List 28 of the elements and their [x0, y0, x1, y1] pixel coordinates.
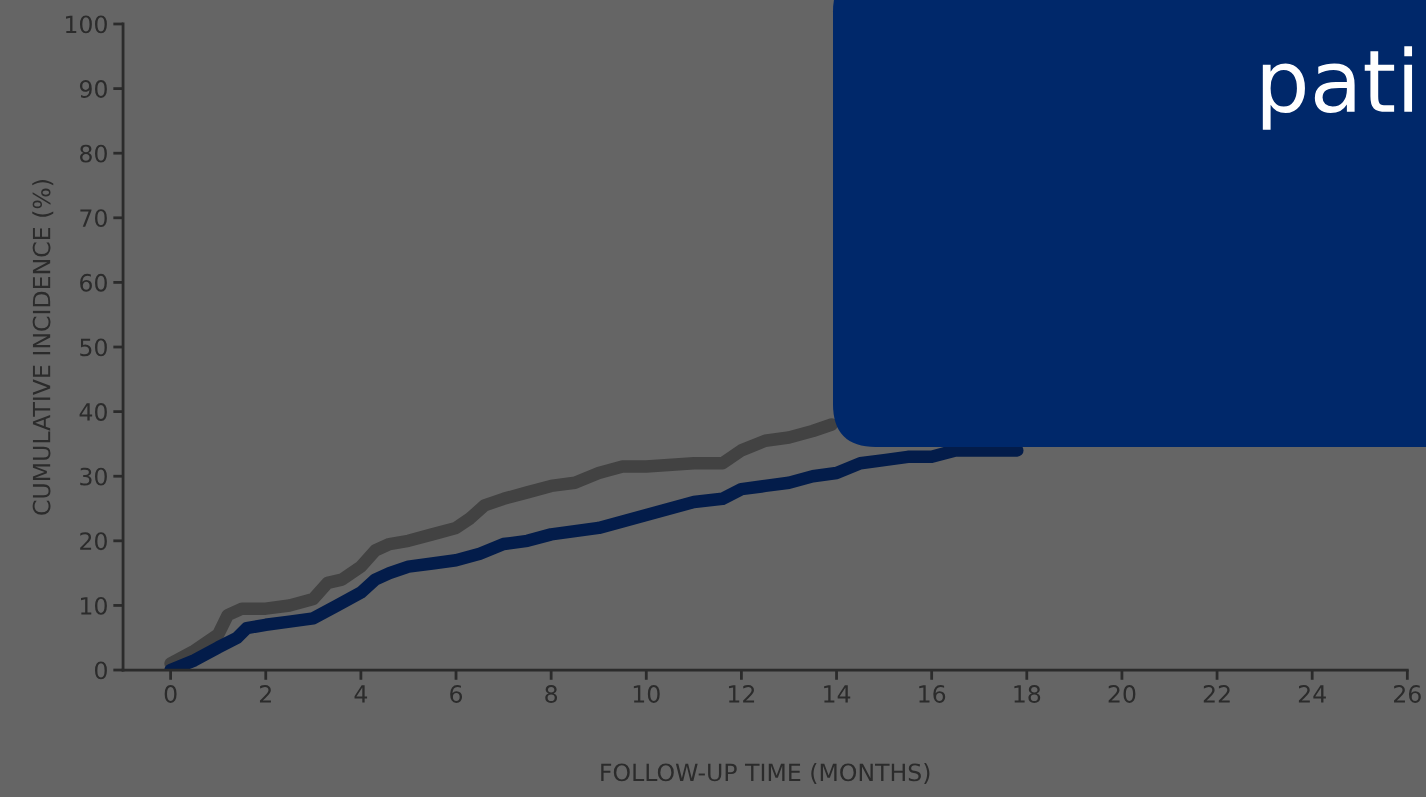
x-tick-label: 4: [354, 685, 368, 703]
y-tick-label: 0: [95, 661, 107, 680]
y-tick-label: 40: [79, 403, 107, 421]
x-tick-label: 12: [728, 685, 755, 703]
annotation: pati: [1262, 46, 1413, 130]
y-axis-title: CUMULATIVE INCIDENCE (%): [32, 180, 54, 515]
y-tick-label: 10: [81, 596, 107, 615]
x-tick-label: 14: [824, 685, 851, 703]
x-tick-label: 6: [450, 685, 463, 703]
x-tick-label: 0: [164, 685, 177, 703]
x-tick-label: 10: [633, 685, 660, 703]
y-tick-label: 60: [80, 273, 107, 292]
y-tick-label: 90: [79, 80, 107, 98]
y-tick-label: 70: [80, 209, 107, 228]
y-tick-label: 80: [80, 144, 107, 163]
y-tick-label: 100: [66, 15, 107, 34]
x-tick-label: 26: [1394, 685, 1421, 703]
x-tick-label: 2: [259, 685, 271, 703]
x-tick-label: 16: [919, 685, 946, 703]
x-tick-label: 20: [1108, 685, 1136, 703]
x-tick-label: 24: [1298, 685, 1326, 703]
x-axis-title: FOLLOW-UP TIME (MONTHS): [601, 763, 930, 785]
x-tick-label: 22: [1203, 685, 1230, 703]
y-tick-label: 20: [80, 532, 107, 551]
y-tick-label: 50: [80, 338, 107, 357]
y-tick-label: 30: [80, 467, 107, 486]
x-tick-label: 18: [1014, 685, 1041, 703]
x-tick-label: 8: [545, 685, 558, 703]
